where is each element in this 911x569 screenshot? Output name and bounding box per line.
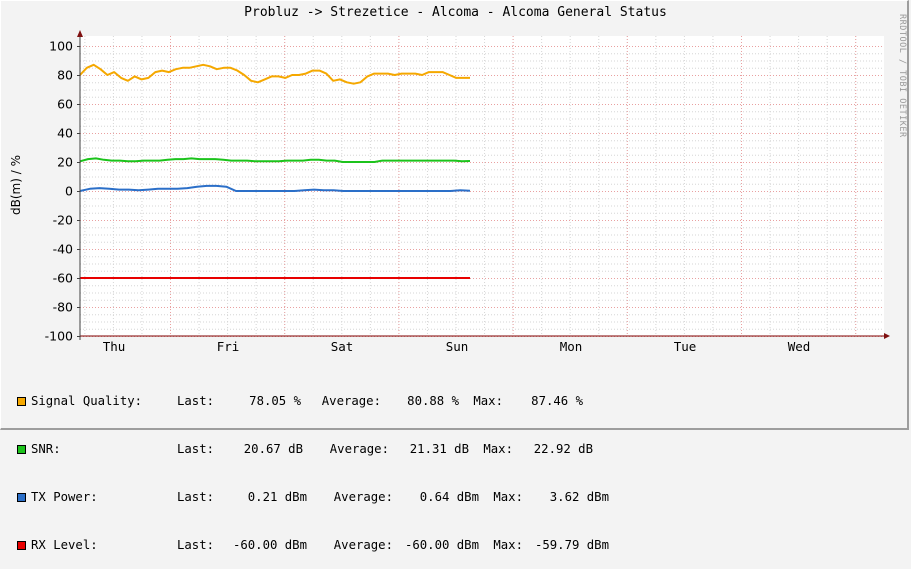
major-grid — [77, 36, 884, 337]
svg-text:0: 0 — [65, 184, 73, 199]
snr-swatch — [17, 444, 26, 454]
average-value: 80.88 % — [407, 394, 459, 408]
svg-text:80: 80 — [57, 68, 73, 83]
graph-frame — [0, 0, 909, 430]
last-label: Last: — [177, 538, 215, 552]
svg-text:40: 40 — [57, 126, 73, 141]
max-label: Max: — [473, 394, 503, 408]
y-tick-labels: 100 80 60 40 20 0 -20 -40 -60 -80 -100 — [45, 39, 73, 344]
svg-text:Tue: Tue — [674, 339, 697, 354]
average-label: Average: — [333, 538, 393, 552]
legend: Signal Quality: Last: 78.05 % Average: 80.88… — [17, 361, 609, 569]
last-value: 20.67 dB — [243, 442, 303, 456]
svg-text:100: 100 — [49, 39, 73, 54]
svg-text:-20: -20 — [53, 213, 73, 228]
rrdtool-watermark: RRDTOOL / TOBI OETIKER — [897, 14, 907, 138]
svg-text:-80: -80 — [53, 300, 73, 315]
chart-title: Probluz -> Strezetice - Alcoma - Alcoma … — [244, 5, 667, 20]
last-label: Last: — [177, 490, 215, 504]
svg-text:Fri: Fri — [217, 339, 240, 354]
last-value: -60.00 dBm — [232, 538, 307, 552]
svg-text:-40: -40 — [53, 242, 73, 257]
average-label: Average: — [333, 490, 393, 504]
max-label: Max: — [483, 442, 513, 456]
svg-text:60: 60 — [57, 97, 73, 112]
average-value: 21.31 dB — [409, 442, 469, 456]
data-series — [79, 63, 471, 279]
x-axis-arrow-icon — [884, 333, 890, 339]
last-label: Last: — [177, 394, 215, 408]
average-label: Average: — [329, 442, 389, 456]
max-value: 87.46 % — [531, 394, 583, 408]
svg-text:-60: -60 — [53, 271, 73, 286]
average-value: -60.00 dBm — [404, 538, 479, 552]
last-label: Last: — [177, 442, 215, 456]
legend-row-tx-power: TX Power: Last: 0.21 dBm Average: 0.64 dBm Ma… — [17, 489, 609, 505]
legend-label: Signal Quality: — [31, 394, 143, 408]
max-label: Max: — [493, 490, 523, 504]
svg-text:Wed: Wed — [788, 339, 811, 354]
tx-power-swatch — [17, 492, 26, 502]
max-value: 3.62 dBm — [549, 490, 609, 504]
legend-row-signal-quality: Signal Quality: Last: 78.05 % Average: 80.88… — [17, 393, 609, 409]
legend-label: TX Power: — [31, 490, 98, 504]
plot-area: 100 80 60 40 20 0 -20 -40 -60 -80 -100 Thu Fri Sat Su… — [45, 30, 890, 354]
last-value: 78.05 % — [249, 394, 301, 408]
svg-text:Sun: Sun — [446, 339, 469, 354]
legend-row-snr: SNR: Last: 20.67 dB Average: 21.31 dB Max: 22.… — [17, 441, 609, 457]
rx-level-swatch — [17, 540, 26, 550]
last-value: 0.21 dBm — [247, 490, 307, 504]
max-value: -59.79 dBm — [534, 538, 609, 552]
signal-quality-swatch — [17, 396, 26, 406]
svg-text:Mon: Mon — [560, 339, 583, 354]
svg-text:20: 20 — [57, 155, 73, 170]
max-value: 22.92 dB — [533, 442, 593, 456]
svg-text:-100: -100 — [45, 329, 73, 344]
svg-text:Thu: Thu — [103, 339, 126, 354]
x-tick-labels: Thu Fri Sat Sun Mon Tue Wed — [103, 339, 811, 354]
legend-label: SNR: — [31, 442, 61, 456]
average-label: Average: — [321, 394, 381, 408]
max-label: Max: — [493, 538, 523, 552]
svg-text:Sat: Sat — [331, 339, 354, 354]
average-value: 0.64 dBm — [419, 490, 479, 504]
y-axis-arrow-icon — [77, 30, 83, 37]
legend-label: RX Level: — [31, 538, 98, 552]
legend-row-rx-level: RX Level: Last: -60.00 dBm Average: -60.00 d… — [17, 537, 609, 553]
